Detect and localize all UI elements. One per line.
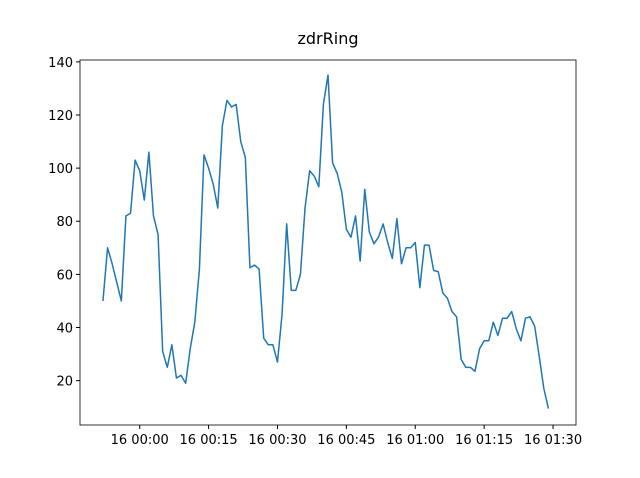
y-tick-label: 40 bbox=[56, 322, 73, 337]
y-tick-label: 20 bbox=[56, 375, 73, 390]
x-tick-label: 16 00:15 bbox=[180, 433, 238, 448]
y-tick-label: 140 bbox=[48, 56, 73, 71]
plot-frame bbox=[79, 59, 577, 426]
x-tick-label: 16 01:30 bbox=[524, 433, 582, 448]
x-tick-label: 16 00:45 bbox=[317, 433, 375, 448]
x-tick-label: 16 01:15 bbox=[455, 433, 513, 448]
x-tick-label: 16 01:00 bbox=[386, 433, 444, 448]
y-tick-label: 100 bbox=[48, 162, 73, 177]
data-line bbox=[102, 74, 550, 409]
x-tick-label: 16 00:00 bbox=[111, 433, 169, 448]
chart-title: zdrRing bbox=[298, 29, 359, 48]
y-tick-label: 120 bbox=[48, 109, 73, 124]
y-tick-label: 80 bbox=[56, 215, 73, 230]
y-tick-label: 60 bbox=[56, 268, 73, 283]
x-tick-label: 16 00:30 bbox=[248, 433, 306, 448]
